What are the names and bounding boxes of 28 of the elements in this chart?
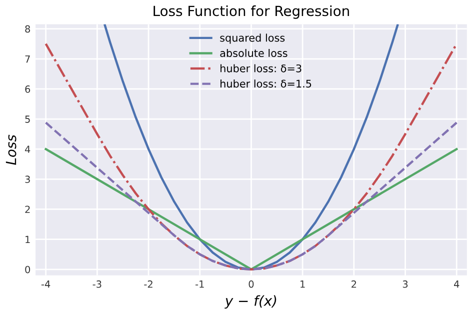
x-tick-label: -4 <box>41 280 50 288</box>
y-tick-label: 5 <box>25 116 30 123</box>
line-series <box>44 122 458 270</box>
line-series <box>44 42 458 270</box>
legend-label: huber loss: δ=3 <box>220 64 302 72</box>
y-tick-label: 6 <box>25 85 30 93</box>
x-axis-title: y − f(x) <box>224 295 276 309</box>
x-tick-label: 2 <box>352 280 356 288</box>
y-tick-label: 8 <box>25 25 30 33</box>
legend-label: huber loss: δ=1.5 <box>220 80 312 88</box>
y-tick-label: 3 <box>25 176 30 183</box>
y-tick-label: 2 <box>25 206 30 213</box>
y-tick-label: 1 <box>26 236 30 244</box>
y-axis-title: Loss <box>6 134 16 165</box>
x-tick-label: 3 <box>402 280 408 288</box>
y-tick-label: 7 <box>25 55 30 63</box>
y-tick-label: 4 <box>24 146 30 153</box>
x-tick-label: -1 <box>196 280 204 288</box>
y-tick-label: 0 <box>25 266 30 274</box>
chart-title: Loss Function for Regression <box>154 5 349 19</box>
x-tick-label: 0 <box>248 280 254 288</box>
x-tick-label: -3 <box>92 280 102 288</box>
legend-label: absolute loss <box>220 48 288 58</box>
line-series <box>104 24 399 270</box>
x-tick-label: -2 <box>144 280 152 288</box>
x-tick-label: 1 <box>300 280 305 288</box>
legend-label: squared loss <box>220 34 285 44</box>
x-tick-label: 4 <box>454 280 460 288</box>
